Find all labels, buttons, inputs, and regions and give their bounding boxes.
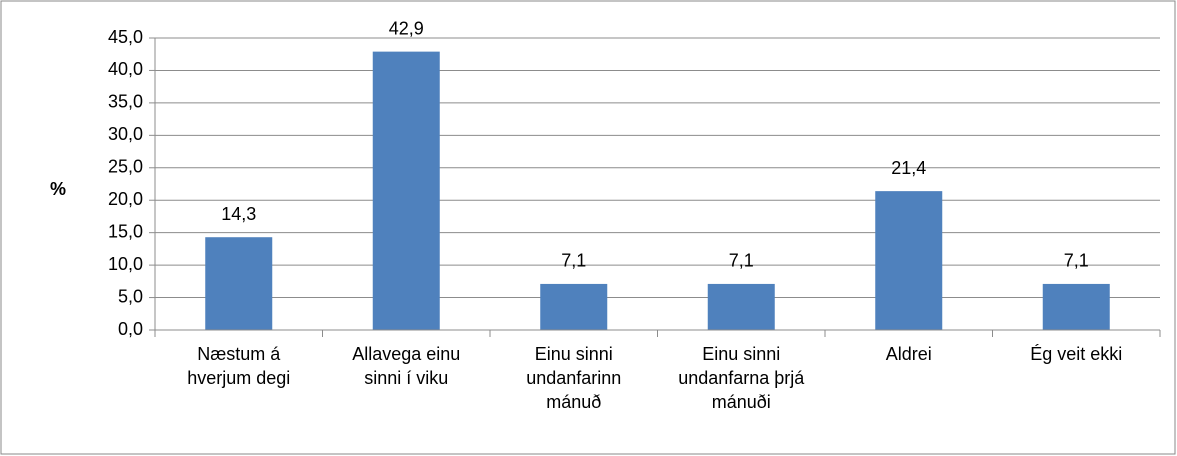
- bar: [372, 51, 440, 330]
- x-tick-label: Allavega einu sinni í viku: [352, 344, 461, 388]
- data-label: 21,4: [891, 158, 926, 178]
- x-tick-label: Ég veit ekki: [1030, 344, 1123, 364]
- x-tick-label: Einu sinni undanfarna þrjá mánuði: [678, 344, 805, 412]
- y-tick-label: 35,0: [108, 92, 143, 112]
- data-label: 42,9: [389, 18, 424, 38]
- x-tick-label: Næstum á hverjum degi: [187, 344, 291, 388]
- x-tick-label: Einu sinni undanfarinn mánuð: [526, 344, 622, 412]
- data-label: 14,3: [221, 204, 256, 224]
- bar: [205, 237, 273, 330]
- y-tick-label: 10,0: [108, 254, 143, 274]
- y-tick-label: 15,0: [108, 221, 143, 241]
- data-label: 7,1: [729, 251, 754, 271]
- bar: [1042, 283, 1110, 330]
- x-tick-label: Aldrei: [885, 344, 932, 364]
- y-tick-label: 45,0: [108, 27, 143, 47]
- bar: [707, 283, 775, 330]
- y-tick-label: 30,0: [108, 124, 143, 144]
- y-tick-label: 5,0: [118, 286, 143, 306]
- y-tick-label: 25,0: [108, 157, 143, 177]
- bar: [875, 191, 943, 330]
- y-tick-label: 40,0: [108, 59, 143, 79]
- y-tick-label: 0,0: [118, 319, 143, 339]
- data-label: 7,1: [1064, 251, 1089, 271]
- y-tick-label: 20,0: [108, 189, 143, 209]
- y-axis-label: %: [50, 179, 66, 199]
- bar: [540, 283, 608, 330]
- data-label: 7,1: [561, 251, 586, 271]
